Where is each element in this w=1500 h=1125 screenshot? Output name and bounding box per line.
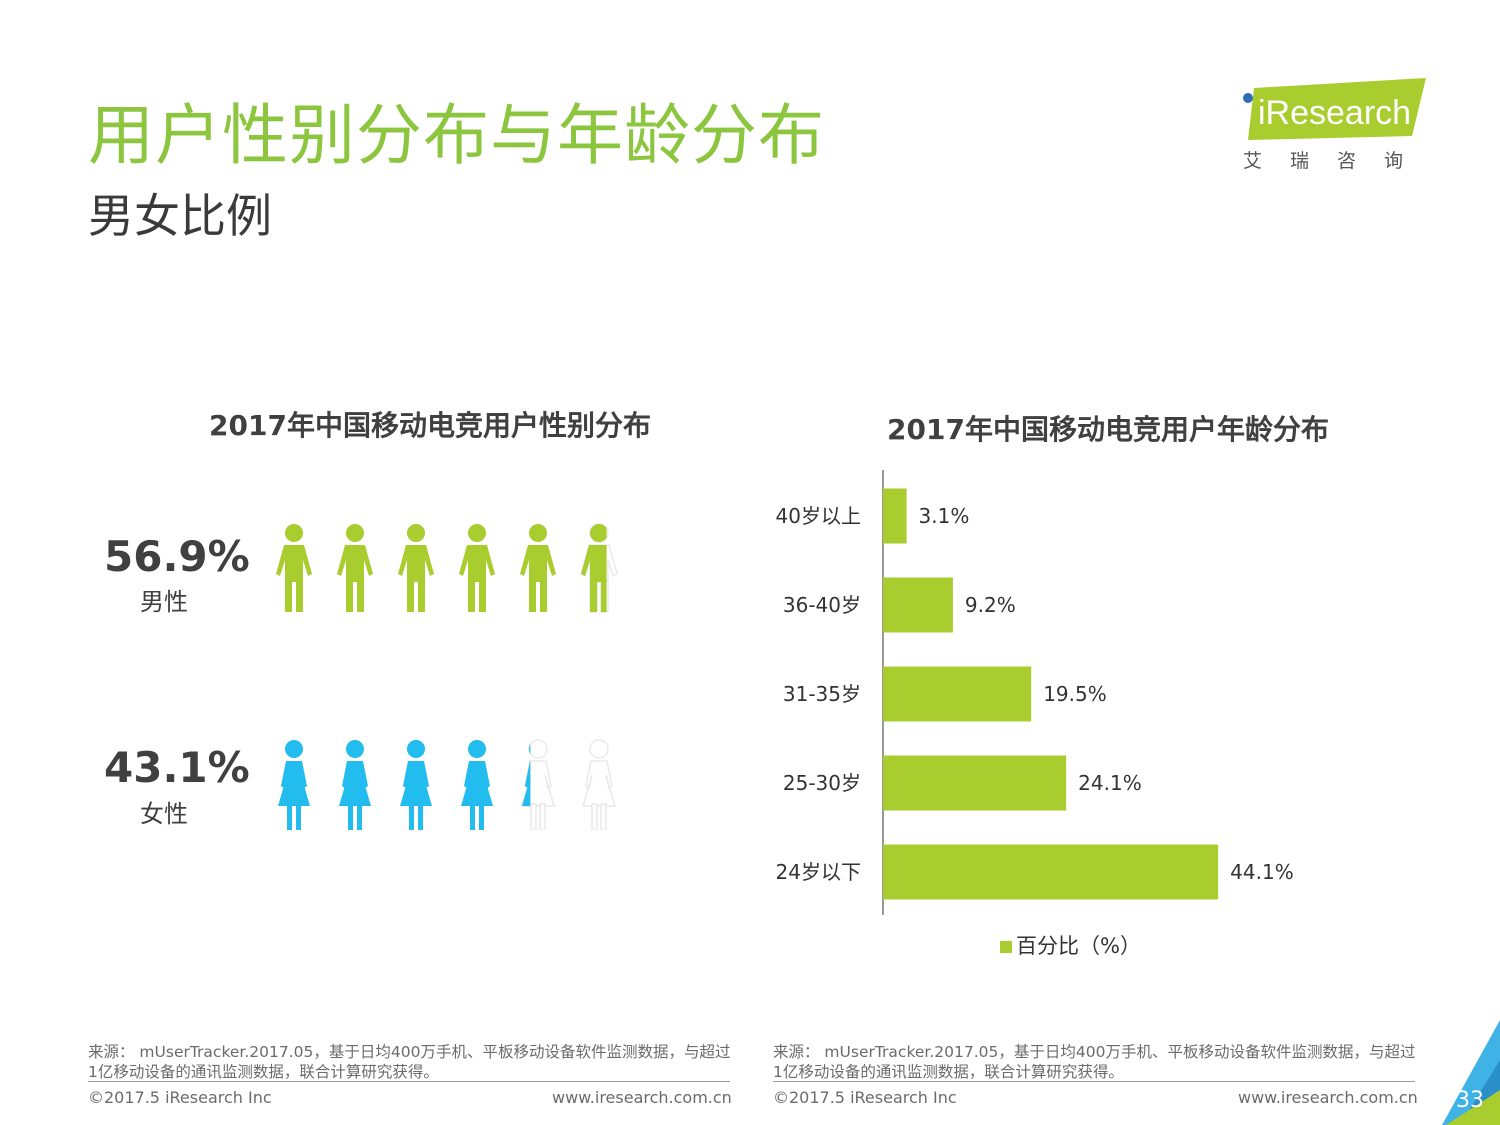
chart-legend: 百分比（%） bbox=[1000, 930, 1141, 960]
data-label: 3.1% bbox=[919, 504, 970, 528]
male-icon-row bbox=[274, 522, 619, 614]
female-person-icon bbox=[400, 740, 432, 830]
bar bbox=[883, 844, 1219, 900]
left-copyright: ©2017.5 iResearch Inc bbox=[88, 1088, 272, 1107]
gender-chart-title: 2017年中国移动电竞用户性别分布 bbox=[209, 409, 651, 442]
page-number: 33 bbox=[1456, 1088, 1484, 1113]
female-label: 女性 bbox=[140, 800, 188, 828]
left-footer-divider bbox=[88, 1081, 730, 1082]
male-percentage: 56.9% bbox=[104, 532, 250, 581]
female-person-icon bbox=[461, 740, 493, 830]
female-person-icon bbox=[339, 740, 371, 830]
category-label: 31-35岁 bbox=[783, 682, 861, 706]
logo-graphic: iResearch bbox=[1243, 78, 1426, 140]
category-label: 40岁以上 bbox=[776, 504, 861, 528]
age-chart-title: 2017年中国移动电竞用户年龄分布 bbox=[887, 413, 1329, 446]
bar bbox=[883, 666, 1032, 722]
logo-chinese-text: 艾瑞咨询 bbox=[1243, 150, 1432, 172]
male-label: 男性 bbox=[140, 588, 188, 616]
corner-decoration bbox=[1442, 1020, 1500, 1125]
age-bar-chart: 40岁以上 3.1% 36-40岁 9.2% 31-35岁 19.5% 25-30岁 24.1… bbox=[776, 470, 1294, 915]
male-person-icon bbox=[520, 524, 556, 612]
page-title: 用户性别分布与年龄分布 bbox=[88, 97, 825, 174]
female-icon-row bbox=[274, 738, 619, 830]
right-footer-divider bbox=[773, 1081, 1415, 1082]
right-source-note: 来源： mUserTracker.2017.05，基于日均400万手机、平板移动… bbox=[773, 1043, 1416, 1081]
male-person-icon bbox=[459, 524, 495, 612]
female-percentage: 43.1% bbox=[104, 743, 250, 792]
legend-swatch bbox=[1000, 941, 1012, 953]
left-source-note: 来源： mUserTracker.2017.05，基于日均400万手机、平板移动… bbox=[88, 1043, 731, 1081]
left-website-link[interactable]: www.iresearch.com.cn bbox=[552, 1088, 732, 1107]
female-person-icon bbox=[582, 739, 616, 830]
female-person-icon bbox=[278, 740, 310, 830]
male-person-icon bbox=[580, 523, 618, 613]
category-label: 24岁以下 bbox=[776, 860, 861, 884]
data-label: 24.1% bbox=[1078, 771, 1142, 795]
bar bbox=[883, 488, 907, 544]
iresearch-logo: iResearch bbox=[1240, 78, 1430, 140]
male-person-icon bbox=[398, 524, 434, 612]
right-website-link[interactable]: www.iresearch.com.cn bbox=[1238, 1088, 1418, 1107]
male-person-icon bbox=[276, 524, 312, 612]
data-label: 9.2% bbox=[965, 593, 1016, 617]
data-label: 44.1% bbox=[1230, 860, 1294, 884]
logo-text: iResearch bbox=[1258, 94, 1411, 132]
right-copyright: ©2017.5 iResearch Inc bbox=[773, 1088, 957, 1107]
bar bbox=[883, 755, 1067, 811]
data-label: 19.5% bbox=[1043, 682, 1107, 706]
legend-label: 百分比（%） bbox=[1016, 934, 1141, 958]
male-person-icon bbox=[337, 524, 373, 612]
category-label: 36-40岁 bbox=[783, 593, 861, 617]
category-label: 25-30岁 bbox=[783, 771, 861, 795]
page-subtitle: 男女比例 bbox=[88, 189, 272, 243]
bar bbox=[883, 577, 953, 633]
female-person-icon bbox=[521, 739, 555, 830]
